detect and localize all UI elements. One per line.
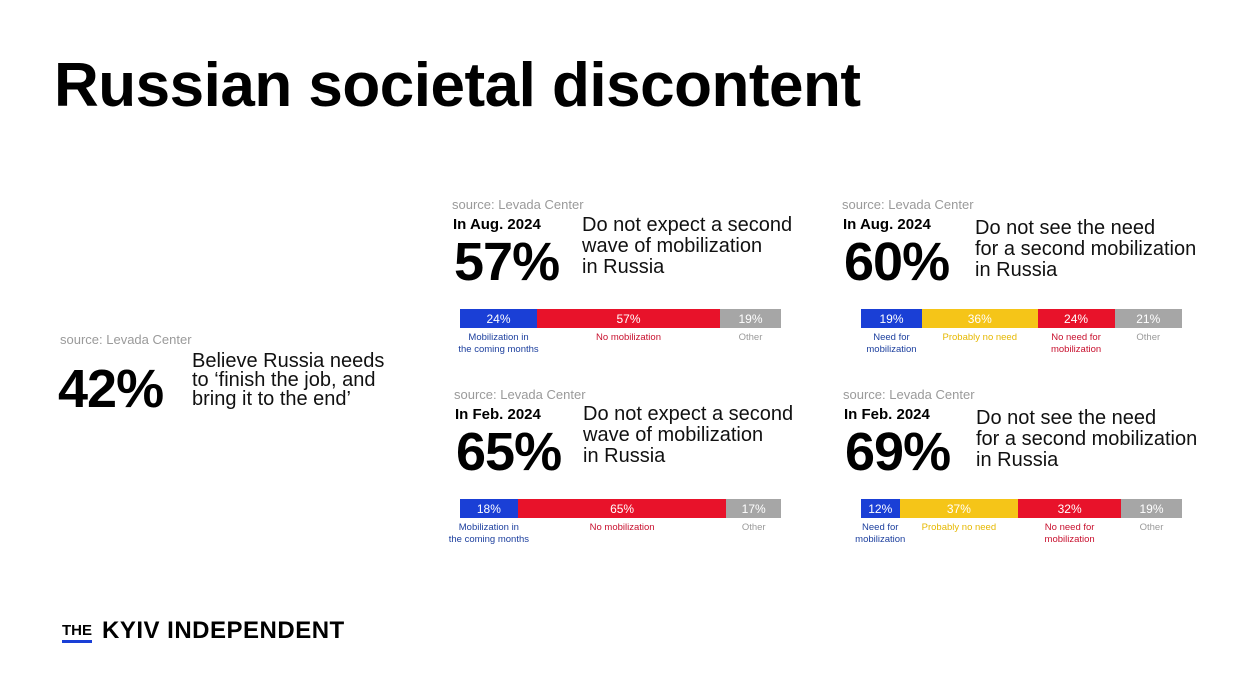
chart-title: In Aug. 2024 [843, 216, 931, 233]
statement-line: Do not expect a second [583, 403, 794, 425]
segment-label-line: No mobilization [596, 332, 661, 343]
bar-segment: 32% [1018, 499, 1121, 518]
statement-line: Do not see the need [976, 407, 1157, 429]
bar-segment: 57% [537, 309, 720, 328]
segment-label: Other [1140, 522, 1164, 534]
headline-value: 69% [845, 422, 951, 482]
headline-value: 60% [844, 232, 950, 292]
left-statement-line: bring it to the end’ [192, 388, 351, 410]
statement-line: in Russia [582, 256, 665, 278]
statement-line: in Russia [975, 259, 1058, 281]
left-statement-line: Believe Russia needs [192, 350, 385, 372]
bar-segment: 19% [720, 309, 781, 328]
bar-segment: 19% [1121, 499, 1182, 518]
segment-label: Other [742, 522, 766, 534]
segment-label-line: Other [741, 522, 766, 533]
stacked-bar: 24% 57% 19% [460, 309, 781, 328]
segment-label: Mobilization in the coming months [449, 522, 529, 546]
segment-label: Probably no need [943, 332, 1017, 344]
segment-label-line: Other [738, 332, 763, 343]
segment-label-line: Other [1139, 522, 1164, 533]
chart-statement: Do not expect a second wave of mobilizati… [582, 215, 792, 278]
chart-title: In Aug. 2024 [453, 216, 541, 233]
bar-segment: 24% [1037, 309, 1115, 328]
chart-source: source: Levada Center [843, 387, 975, 402]
statement-line: for a second mobilization [976, 428, 1198, 450]
left-statement-line: to ‘finish the job, and [192, 369, 376, 391]
segment-label-line: mobilization [1050, 344, 1102, 355]
segment-label-line: Need for [862, 522, 899, 533]
segment-label-line: No need for [1044, 522, 1095, 533]
page-title: Russian societal discontent [54, 51, 861, 120]
segment-label-line: No mobilization [589, 522, 655, 533]
chart-statement: Do not see the need for a second mobiliza… [976, 408, 1197, 471]
logo-the: THE [62, 623, 92, 643]
statement-line: wave of mobilization [583, 424, 764, 446]
left-stat-statement: Believe Russia needs to ‘finish the job,… [192, 350, 385, 410]
chart-source: source: Levada Center [842, 197, 974, 212]
segment-label-line: Other [1136, 332, 1161, 343]
segment-label: Need for mobilization [866, 332, 916, 356]
bar-segment: 17% [726, 499, 781, 518]
segment-label: No mobilization [596, 332, 661, 344]
segment-label-line: Probably no need [942, 332, 1018, 343]
segment-label-line: Probably no need [921, 522, 997, 533]
segment-label-line: No need for [1051, 332, 1101, 343]
logo-name: KYIV INDEPENDENT [102, 617, 345, 644]
stacked-bar: 19% 36% 24% 21% [861, 309, 1182, 328]
headline-value: 65% [456, 422, 562, 482]
bar-segment: 12% [861, 499, 900, 518]
chart-statement: Do not expect a second wave of mobilizati… [583, 404, 793, 467]
segment-label-line: mobilization [866, 344, 917, 355]
chart-title: In Feb. 2024 [455, 406, 541, 423]
segment-label: No mobilization [590, 522, 655, 534]
chart-title: In Feb. 2024 [844, 406, 930, 423]
segment-label-line: Mobilization in [458, 522, 519, 533]
bar-segment: 36% [921, 309, 1038, 328]
segment-label-line: the coming months [458, 344, 539, 355]
segment-label: No need for mobilization [1051, 332, 1101, 356]
bar-segment: 21% [1114, 309, 1182, 328]
segment-label: Need for mobilization [855, 522, 905, 546]
kyiv-independent-logo: THE KYIV INDEPENDENT [62, 619, 345, 643]
segment-label-line: Mobilization in [468, 332, 529, 343]
bar-segment: 18% [460, 499, 518, 518]
bar-segment: 24% [460, 309, 538, 328]
statement-line: in Russia [976, 449, 1059, 471]
left-source: source: Levada Center [60, 332, 192, 347]
statement-line: Do not expect a second [582, 214, 793, 236]
left-stat-value: 42% [58, 359, 164, 419]
statement-line: wave of mobilization [582, 235, 763, 257]
statement-line: Do not see the need [975, 217, 1156, 239]
stacked-bar: 18% 65% 17% [460, 499, 781, 518]
segment-label-line: the coming months [448, 534, 530, 545]
segment-label-line: Need for [873, 332, 910, 343]
bar-segment: 65% [517, 499, 727, 518]
bar-segment: 37% [899, 499, 1019, 518]
segment-label: Other [739, 332, 763, 344]
statement-line: in Russia [583, 445, 666, 467]
segment-label-line: mobilization [1044, 534, 1095, 545]
stacked-bar: 12% 37% 32% 19% [861, 499, 1182, 518]
chart-source: source: Levada Center [454, 387, 586, 402]
segment-label: No need for mobilization [1045, 522, 1095, 546]
chart-statement: Do not see the need for a second mobiliza… [975, 218, 1196, 281]
segment-label: Other [1136, 332, 1160, 344]
segment-label-line: mobilization [855, 534, 906, 545]
headline-value: 57% [454, 232, 560, 292]
segment-label: Probably no need [922, 522, 996, 534]
bar-segment: 19% [861, 309, 922, 328]
segment-label: Mobilization in the coming months [458, 332, 538, 356]
chart-source: source: Levada Center [452, 197, 584, 212]
statement-line: for a second mobilization [975, 238, 1197, 260]
